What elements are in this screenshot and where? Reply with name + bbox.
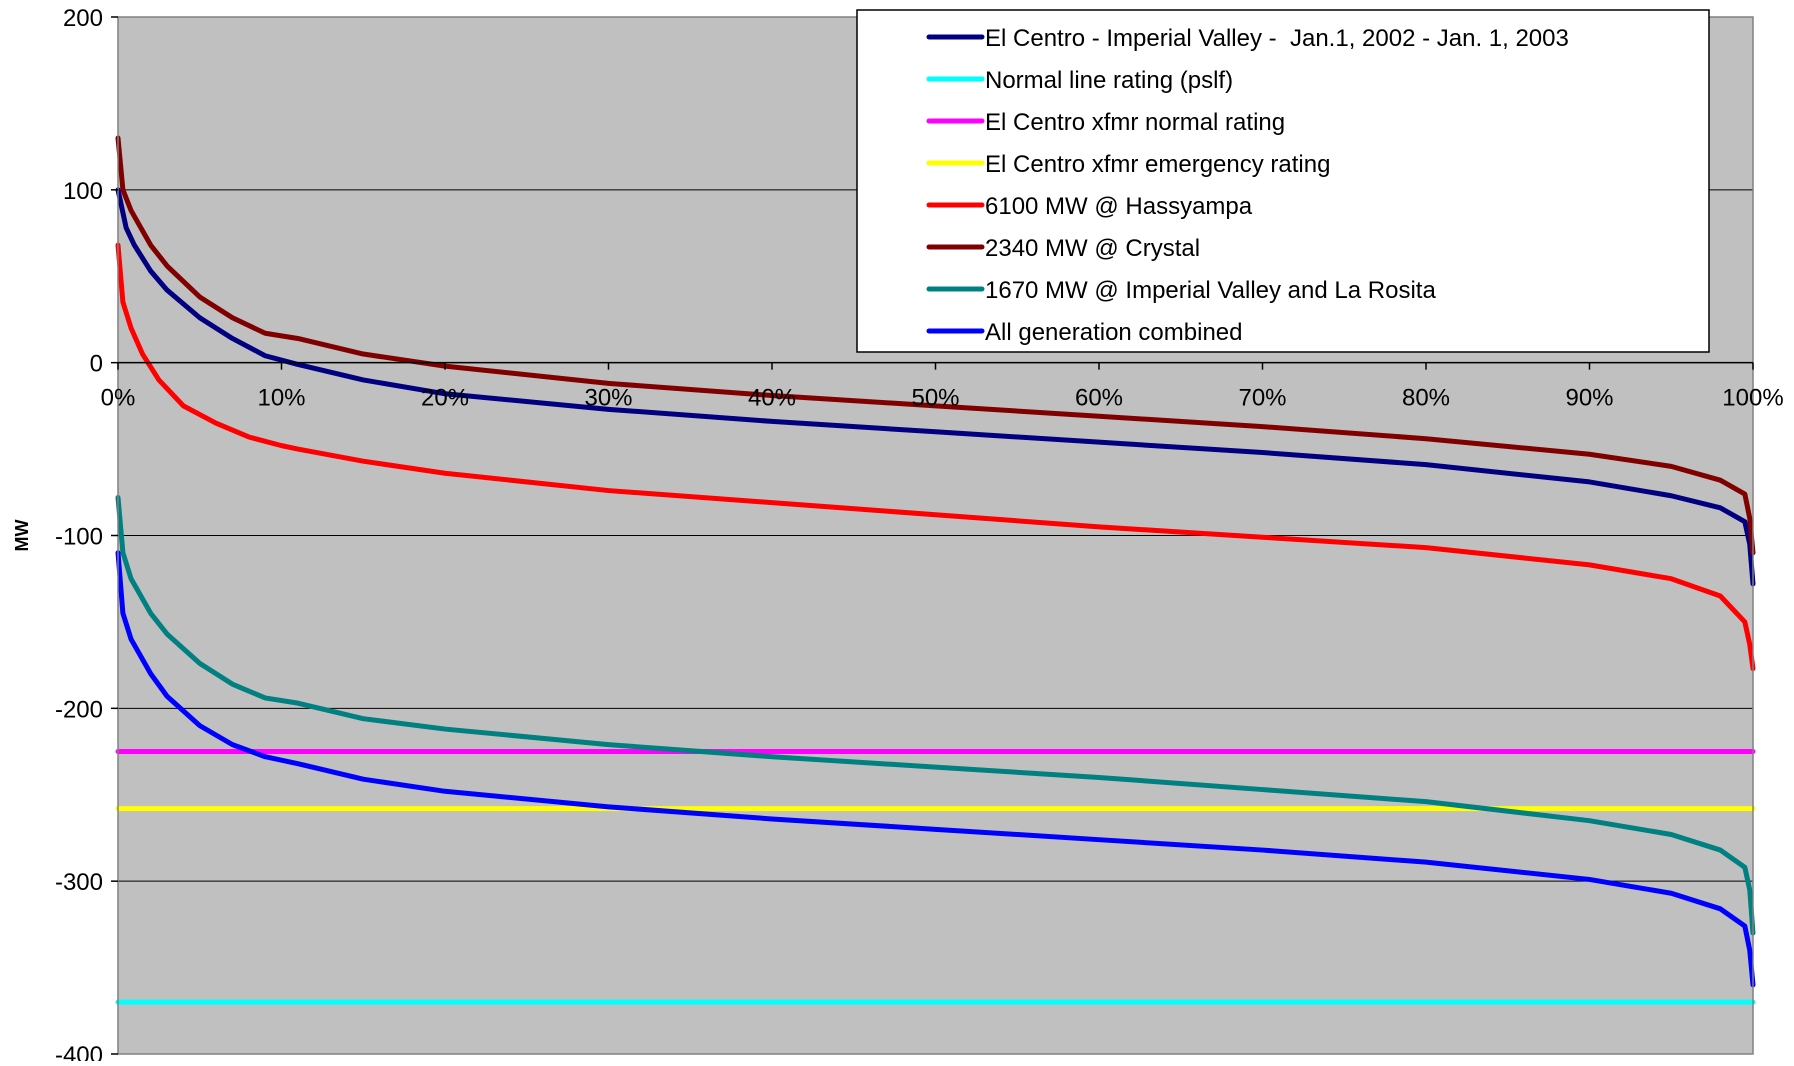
x-tick-label: 90% [1565,385,1613,412]
series-line-4 [115,242,1756,672]
y-axis-label: MW [12,519,32,551]
x-tick-label: 20% [421,385,469,412]
legend-label: 1670 MW @ Imperial Valley and La Rosita [985,277,1436,304]
y-tick-label: 100 [63,178,103,205]
y-tick-label: -400 [55,1042,103,1061]
y-tick-label: -100 [55,524,103,551]
legend: El Centro - Imperial Valley - Jan.1, 200… [856,9,1710,353]
x-tick-label: 50% [911,385,959,412]
x-tick-label: 70% [1238,385,1286,412]
series-line-6 [115,494,1756,936]
legend-label: El Centro xfmr emergency rating [985,151,1330,178]
y-tick-label: -300 [55,869,103,896]
legend-label: Normal line rating (pslf) [985,67,1233,94]
x-tick-label: 60% [1075,385,1123,412]
x-tick-label: 30% [584,385,632,412]
x-tick-label: 40% [748,385,796,412]
x-tick-label: 10% [257,385,305,412]
x-tick-label: 80% [1402,385,1450,412]
legend-label: El Centro - Imperial Valley - Jan.1, 200… [985,25,1569,52]
legend-label: 6100 MW @ Hassyampa [985,193,1253,220]
y-tick-label: -200 [55,696,103,723]
series-layer [115,135,1756,1005]
tick-layer: 0% 10% 20% 30% 40% 50% 60% 70% 80% 90% 100% 200 100 0… [55,5,1784,1066]
series-line-0 [115,187,1756,587]
x-tick-label: 0% [101,385,136,412]
legend-label: 2340 MW @ Crystal [985,235,1200,262]
legend-box [856,9,1710,353]
x-tick-label: 100% [1722,385,1783,412]
y-tick-label: 200 [63,5,103,32]
y-tick-label: 0 [90,351,103,378]
series-line-7 [115,550,1756,988]
legend-label: All generation combined [985,319,1243,346]
legend-label: El Centro xfmr normal rating [985,109,1285,136]
series-line-5 [115,135,1756,556]
